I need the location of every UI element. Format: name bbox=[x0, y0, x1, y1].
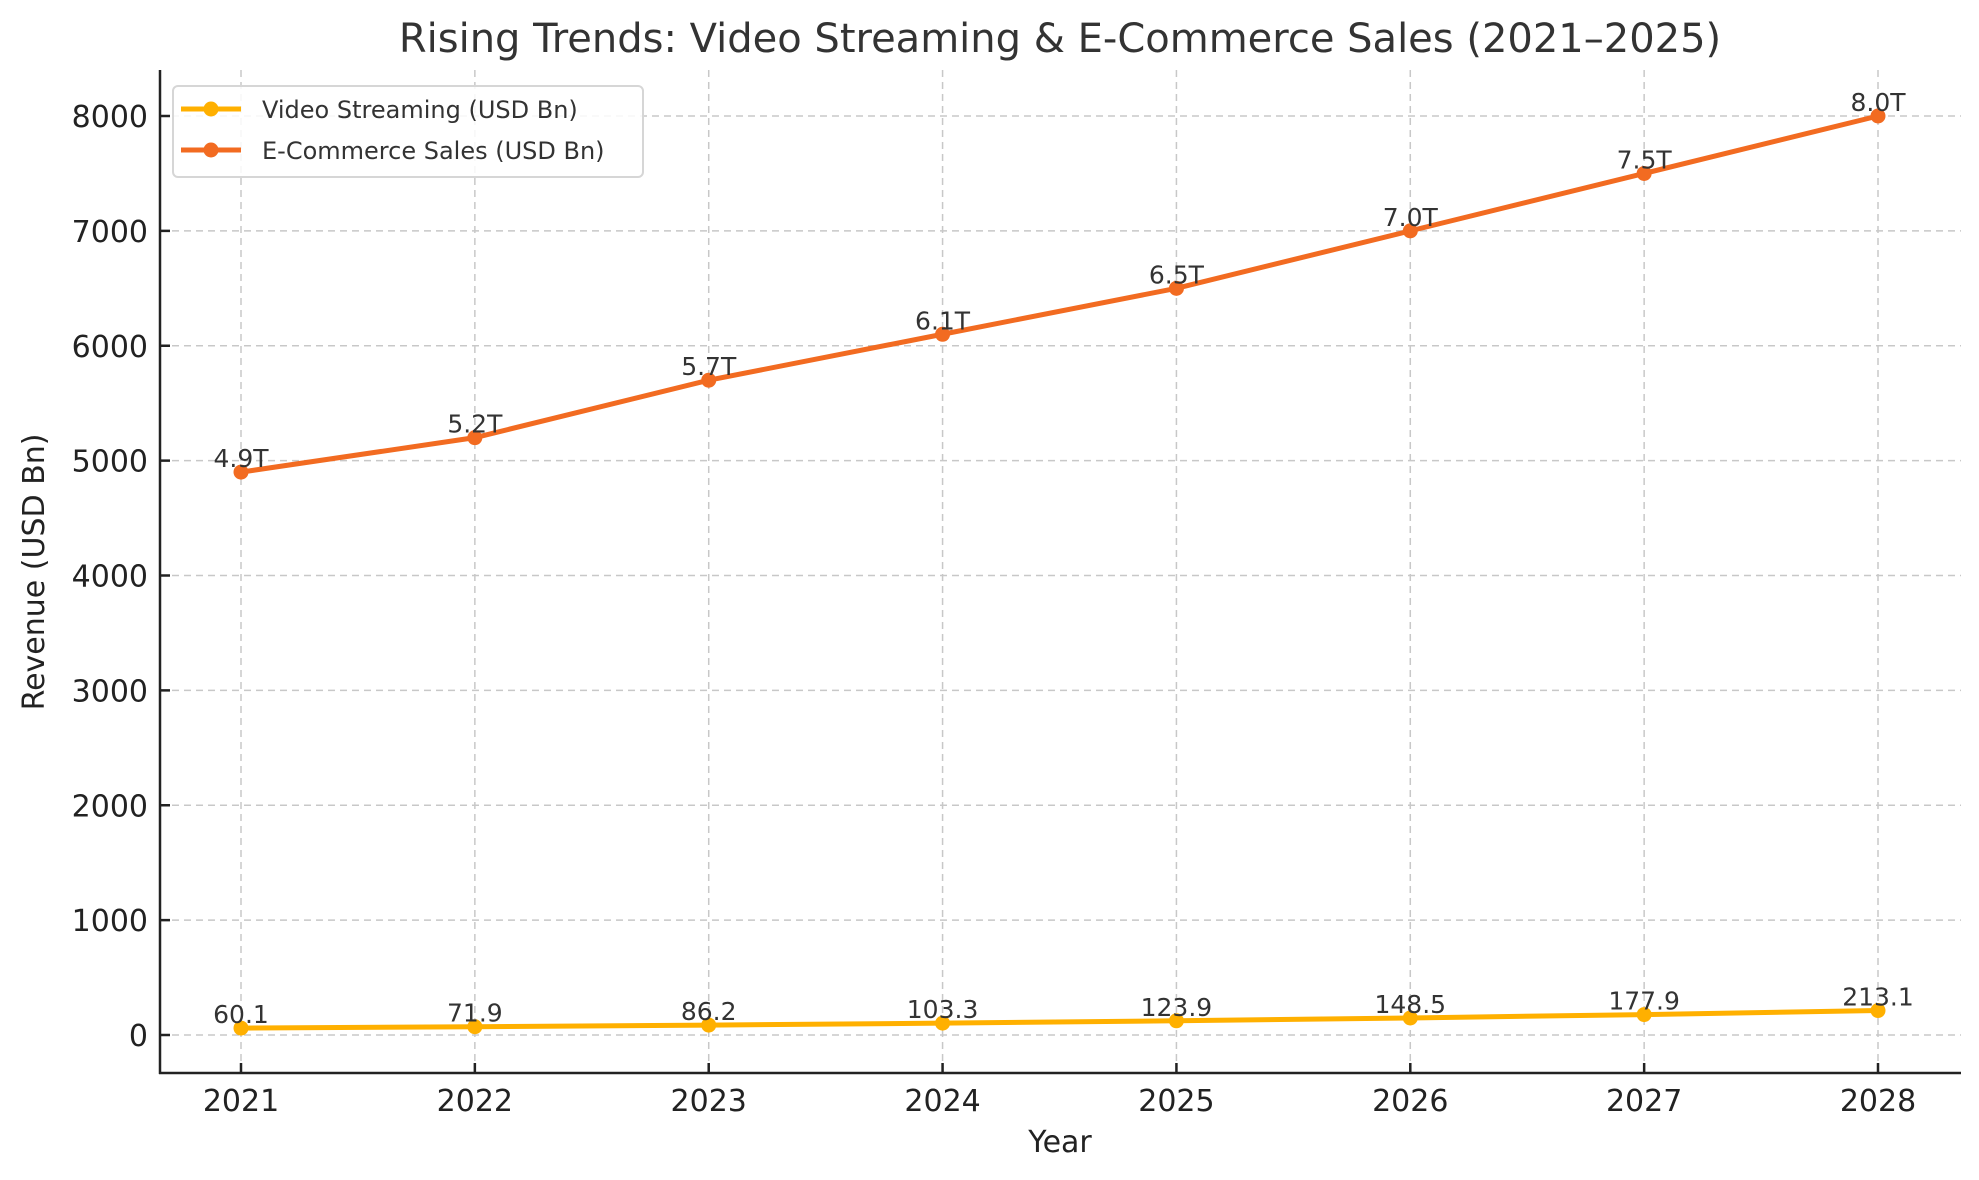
data-label: 86.2 bbox=[681, 997, 737, 1026]
legend-frame bbox=[172, 85, 644, 178]
series-e-commerce-sales bbox=[233, 108, 1886, 480]
y-axis-label: Revenue (USD Bn) bbox=[17, 434, 52, 711]
data-label: 4.9T bbox=[213, 444, 269, 473]
data-point bbox=[1168, 280, 1184, 296]
y-tick-label: 4000 bbox=[72, 560, 148, 595]
data-label: 213.1 bbox=[1842, 983, 1914, 1012]
data-label: 8.0T bbox=[1850, 88, 1906, 117]
data-label: 7.0T bbox=[1383, 203, 1439, 232]
series-line bbox=[238, 113, 1881, 475]
data-label: 6.5T bbox=[1149, 260, 1205, 289]
legend-label: Video Streaming (USD Bn) bbox=[262, 96, 578, 124]
legend: Video Streaming (USD Bn) E-Commerce Sales… bbox=[172, 85, 644, 178]
data-label: 123.9 bbox=[1141, 993, 1213, 1022]
y-tick-label: 2000 bbox=[72, 789, 148, 824]
x-tick-label: 2021 bbox=[203, 1084, 279, 1119]
y-tick-label: 5000 bbox=[72, 445, 148, 480]
data-point bbox=[1402, 1010, 1418, 1026]
x-tick-label: 2026 bbox=[1372, 1084, 1448, 1119]
y-tick-label: 3000 bbox=[72, 674, 148, 709]
x-tick-label: 2024 bbox=[904, 1084, 980, 1119]
x-tick-label: 2022 bbox=[437, 1084, 513, 1119]
legend-label: E-Commerce Sales (USD Bn) bbox=[262, 137, 605, 165]
data-label: 5.2T bbox=[447, 410, 503, 439]
data-label: 103.3 bbox=[907, 995, 979, 1024]
data-label: 71.9 bbox=[447, 999, 503, 1028]
x-axis-label: Year bbox=[1027, 1125, 1092, 1160]
data-point bbox=[1402, 223, 1418, 239]
data-label: 6.1T bbox=[915, 306, 971, 335]
legend-item: E-Commerce Sales (USD Bn) bbox=[181, 137, 605, 165]
legend-swatch-marker bbox=[203, 101, 219, 117]
chart-title: Rising Trends: Video Streaming & E-Comme… bbox=[399, 16, 1721, 62]
data-point bbox=[935, 326, 951, 342]
data-point bbox=[233, 464, 249, 480]
x-tick-label: 2025 bbox=[1138, 1084, 1214, 1119]
x-tick-label: 2027 bbox=[1606, 1084, 1682, 1119]
x-tick-label: 2023 bbox=[671, 1084, 747, 1119]
legend-item: Video Streaming (USD Bn) bbox=[181, 96, 578, 124]
data-point bbox=[935, 1015, 951, 1031]
data-label: 5.7T bbox=[681, 352, 737, 381]
series-video-streaming bbox=[233, 1003, 1886, 1036]
data-point bbox=[1168, 1013, 1184, 1029]
y-tick-label: 6000 bbox=[72, 330, 148, 365]
y-tick-label: 8000 bbox=[72, 100, 148, 135]
x-tick-label: 2028 bbox=[1840, 1084, 1916, 1119]
series-layer bbox=[233, 108, 1886, 1036]
data-label: 177.9 bbox=[1608, 987, 1680, 1016]
axes: 2021 2022 2023 2024 2025 2026 2027 2028 0 1000 200… bbox=[72, 70, 1961, 1119]
data-labels: 60.1 71.9 86.2 103.3 123.9 148.5 177.9 213.1 4.9… bbox=[213, 88, 1914, 1029]
data-point bbox=[1870, 108, 1886, 124]
data-point bbox=[1636, 165, 1652, 181]
legend-swatch-marker bbox=[203, 142, 219, 158]
data-point bbox=[701, 1017, 717, 1033]
series-line bbox=[238, 1008, 1881, 1031]
data-point bbox=[1636, 1007, 1652, 1023]
data-point bbox=[701, 372, 717, 388]
grid bbox=[160, 70, 1961, 1073]
y-tick-label: 7000 bbox=[72, 215, 148, 250]
data-point bbox=[1870, 1003, 1886, 1019]
data-label: 148.5 bbox=[1374, 990, 1446, 1019]
data-point bbox=[467, 430, 483, 446]
data-point bbox=[467, 1019, 483, 1035]
data-label: 60.1 bbox=[213, 1000, 269, 1029]
data-label: 7.5T bbox=[1617, 145, 1673, 174]
data-point bbox=[233, 1020, 249, 1036]
y-tick-label: 1000 bbox=[72, 904, 148, 939]
y-tick-label: 0 bbox=[129, 1019, 148, 1054]
